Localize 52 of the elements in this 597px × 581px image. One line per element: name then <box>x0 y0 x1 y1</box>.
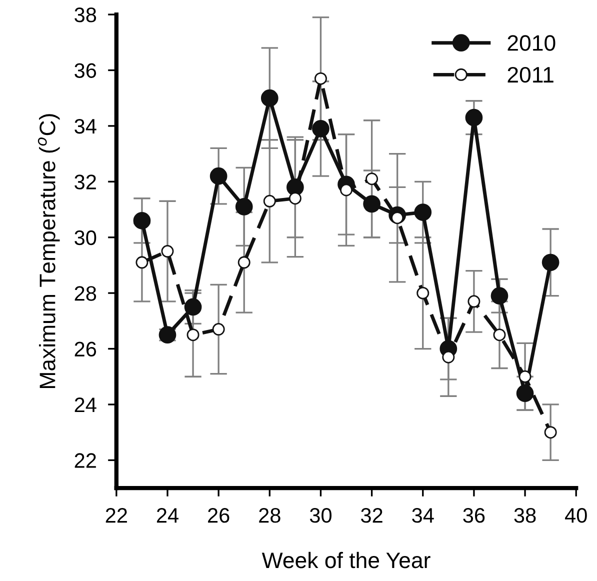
point <box>442 350 455 364</box>
point <box>260 89 278 107</box>
x-tick-label: 40 <box>565 508 587 523</box>
y-tick-label: 26 <box>74 342 96 357</box>
point <box>312 120 330 138</box>
point <box>493 328 506 342</box>
x-tick-label: 32 <box>361 508 382 523</box>
y-tick-label: 32 <box>74 174 96 190</box>
y-tick-label: 24 <box>74 397 96 412</box>
point <box>542 254 560 272</box>
y-axis-title: Maximum Temperature ($^{o}$C) <box>38 114 60 388</box>
x-tick-label: 34 <box>412 508 434 523</box>
point <box>516 384 534 402</box>
point <box>518 370 532 383</box>
point <box>133 212 151 230</box>
y-tick-label: 34 <box>74 118 96 134</box>
point <box>184 298 202 316</box>
x-tick-label: 22 <box>106 508 127 523</box>
point <box>314 72 327 85</box>
point <box>366 172 378 186</box>
point <box>186 328 200 342</box>
x-tick-label: 38 <box>514 508 536 523</box>
point <box>363 195 380 213</box>
y-tick-label: 30 <box>74 230 96 246</box>
point <box>490 287 508 305</box>
point <box>158 326 176 344</box>
point <box>414 204 432 221</box>
point <box>468 295 480 308</box>
x-tick-label: 30 <box>310 508 332 523</box>
point <box>136 256 148 269</box>
y-tick-label: 38 <box>74 8 96 22</box>
legend-label: 2010 <box>508 35 556 51</box>
x-axis-title: Week of the Year <box>262 552 430 568</box>
point <box>544 426 557 439</box>
point <box>288 192 302 205</box>
point <box>465 108 483 126</box>
x-tick-label: 36 <box>463 508 485 523</box>
x-tick-label: 26 <box>208 508 230 523</box>
point <box>212 323 225 336</box>
point <box>416 286 430 300</box>
point <box>161 245 174 258</box>
legend-label: 2011 <box>508 66 554 83</box>
x-tick-label: 24 <box>156 508 178 523</box>
point <box>263 194 276 208</box>
y-tick-label: 22 <box>74 453 96 468</box>
point <box>235 198 253 216</box>
point <box>238 256 250 269</box>
x-tick-label: 28 <box>259 508 280 523</box>
y-tick-label: 28 <box>74 286 96 301</box>
point <box>340 184 353 196</box>
point <box>210 167 228 185</box>
y-tick-label: 36 <box>74 63 96 78</box>
